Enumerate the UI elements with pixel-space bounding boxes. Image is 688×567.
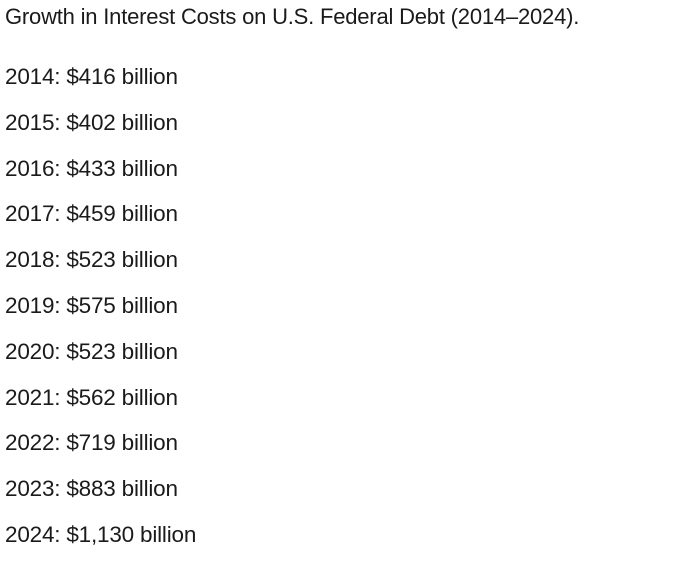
list-item: 2020: $523 billion xyxy=(5,338,178,364)
list-item: 2019: $575 billion xyxy=(5,292,178,318)
list-item: 2015: $402 billion xyxy=(5,109,178,135)
list-item: 2018: $523 billion xyxy=(5,247,178,273)
list-item: 2014: $416 billion xyxy=(5,64,178,89)
list-item: 2023: $883 billion xyxy=(5,476,178,502)
list-item: 2021: $562 billion xyxy=(5,384,178,410)
list-item: 2022: $719 billion xyxy=(5,430,178,456)
list-item: 2024: $1,130 billion xyxy=(5,521,197,547)
list-item: 2017: $459 billion xyxy=(5,201,178,227)
interest-cost-list: 2014: $416 billion 2015: $402 billion 20… xyxy=(5,63,196,567)
list-item: 2016: $433 billion xyxy=(5,155,178,181)
document-title: Growth in Interest Costs on U.S. Federal… xyxy=(5,4,580,29)
